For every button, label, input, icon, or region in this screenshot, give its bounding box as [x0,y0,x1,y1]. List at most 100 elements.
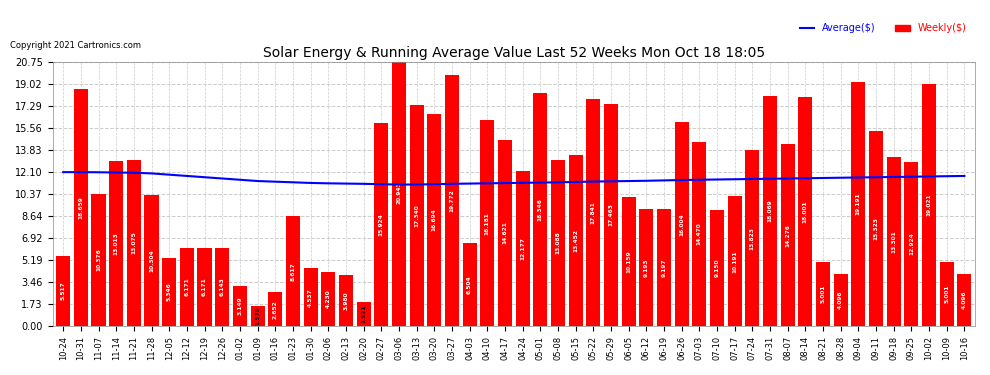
Text: 13.075: 13.075 [132,231,137,254]
Text: 3.149: 3.149 [238,297,243,315]
Bar [957,274,971,326]
Bar [410,105,424,326]
Bar [904,162,919,326]
Bar [304,268,318,326]
Text: 13.823: 13.823 [749,226,754,249]
Bar [286,216,300,326]
Bar [728,196,742,326]
Text: 20.943: 20.943 [396,182,401,204]
Text: 2.652: 2.652 [273,300,278,318]
Text: 12.177: 12.177 [520,237,525,260]
Bar [940,262,953,326]
Bar [74,89,88,326]
Bar [91,194,106,326]
Text: 14.621: 14.621 [503,222,508,245]
Text: 10.376: 10.376 [96,249,101,272]
Bar [798,97,813,326]
Bar [516,171,530,326]
Bar [498,140,512,326]
Text: 6.143: 6.143 [220,278,225,296]
Bar [922,84,937,326]
Bar [622,197,636,326]
Text: 14.276: 14.276 [785,224,790,247]
Bar [480,120,494,326]
Bar [392,60,406,326]
Text: 5.346: 5.346 [166,283,171,302]
Bar [640,209,653,326]
Text: 16.694: 16.694 [432,209,437,231]
Text: 5.517: 5.517 [60,282,65,300]
Text: 13.013: 13.013 [114,232,119,255]
Text: 10.304: 10.304 [149,249,154,272]
Bar [145,195,158,326]
Bar [127,160,141,326]
Bar [781,144,795,326]
Bar [745,150,759,326]
Text: 18.659: 18.659 [78,196,83,219]
Title: Solar Energy & Running Average Value Last 52 Weeks Mon Oct 18 18:05: Solar Energy & Running Average Value Las… [262,45,765,60]
Text: 17.463: 17.463 [609,204,614,226]
Text: 6.171: 6.171 [184,278,189,296]
Text: 4.537: 4.537 [308,288,313,306]
Bar [534,93,547,326]
Text: 1.579: 1.579 [255,307,260,325]
Text: 18.069: 18.069 [767,200,772,222]
Bar [869,131,883,326]
Text: 16.004: 16.004 [679,213,684,236]
Text: 12.924: 12.924 [909,232,914,255]
Text: 18.001: 18.001 [803,200,808,223]
Bar [162,258,176,326]
Bar [339,275,353,326]
Text: 1.921: 1.921 [361,304,366,323]
Bar [816,262,830,326]
Text: 9.193: 9.193 [644,258,648,277]
Text: 4.096: 4.096 [839,291,843,309]
Legend: Average($), Weekly($): Average($), Weekly($) [796,20,970,37]
Text: 14.470: 14.470 [697,223,702,245]
Bar [763,96,777,326]
Text: 10.159: 10.159 [626,250,632,273]
Bar [462,243,477,326]
Bar [197,248,212,326]
Text: 13.452: 13.452 [573,229,578,252]
Bar [568,155,583,326]
Bar [215,248,230,326]
Bar [550,160,565,326]
Bar [180,248,194,326]
Bar [674,123,689,326]
Text: 17.340: 17.340 [414,204,419,227]
Bar [887,157,901,326]
Bar [321,272,336,326]
Bar [710,210,724,326]
Text: 4.230: 4.230 [326,290,331,309]
Text: 5.001: 5.001 [821,285,826,303]
Text: 3.980: 3.980 [344,291,348,310]
Text: 13.088: 13.088 [555,231,560,254]
Text: 15.323: 15.323 [873,217,878,240]
Bar [692,142,707,326]
Bar [374,123,388,326]
Text: 13.301: 13.301 [891,230,896,253]
Bar [250,306,264,326]
Text: 17.841: 17.841 [591,201,596,224]
Text: 6.504: 6.504 [467,275,472,294]
Text: 16.181: 16.181 [485,212,490,235]
Text: 6.171: 6.171 [202,278,207,296]
Text: 15.924: 15.924 [379,213,384,236]
Text: 8.617: 8.617 [290,262,295,280]
Bar [356,302,370,326]
Bar [657,209,671,326]
Text: 19.191: 19.191 [856,193,861,215]
Text: 9.150: 9.150 [715,259,720,277]
Text: 18.346: 18.346 [538,198,543,221]
Bar [56,256,70,326]
Bar [604,104,618,326]
Bar [233,286,247,326]
Bar [586,99,600,326]
Text: 4.096: 4.096 [962,291,967,309]
Bar [109,160,124,326]
Bar [428,114,442,326]
Text: 19.772: 19.772 [449,189,454,211]
Bar [834,274,847,326]
Bar [268,292,282,326]
